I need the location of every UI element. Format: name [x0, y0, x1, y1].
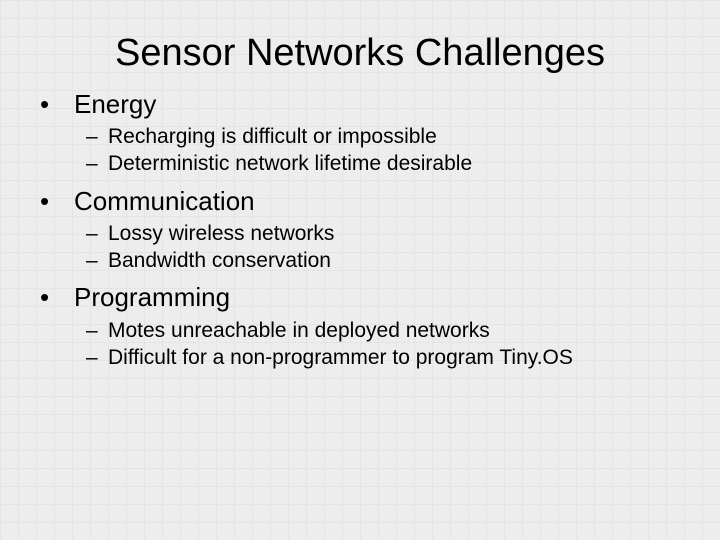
sub-item-label: Recharging is difficult or impossible — [108, 124, 437, 150]
dash-icon: – — [86, 221, 108, 247]
dash-icon: – — [86, 318, 108, 344]
top-item-label: Communication — [74, 186, 255, 217]
dash-icon: – — [86, 151, 108, 177]
sub-list-item: – Motes unreachable in deployed networks — [86, 318, 684, 344]
bullet-list: • Energy – Recharging is difficult or im… — [36, 89, 684, 371]
bullet-icon: • — [36, 188, 74, 214]
sub-list: – Motes unreachable in deployed networks… — [36, 318, 684, 372]
sub-list-item: – Recharging is difficult or impossible — [86, 124, 684, 150]
dash-icon: – — [86, 248, 108, 274]
sub-list-item: – Deterministic network lifetime desirab… — [86, 151, 684, 177]
list-item: • Energy – Recharging is difficult or im… — [36, 89, 684, 178]
top-row: • Energy — [36, 89, 684, 120]
bullet-icon: • — [36, 284, 74, 310]
sub-item-label: Motes unreachable in deployed networks — [108, 318, 490, 344]
top-row: • Communication — [36, 186, 684, 217]
sub-item-label: Bandwidth conservation — [108, 248, 331, 274]
list-item: • Programming – Motes unreachable in dep… — [36, 282, 684, 371]
dash-icon: – — [86, 345, 108, 371]
dash-icon: – — [86, 124, 108, 150]
sub-item-label: Difficult for a non-programmer to progra… — [108, 345, 573, 371]
top-row: • Programming — [36, 282, 684, 313]
sub-list: – Recharging is difficult or impossible … — [36, 124, 684, 178]
sub-list-item: – Lossy wireless networks — [86, 221, 684, 247]
list-item: • Communication – Lossy wireless network… — [36, 186, 684, 275]
slide-title: Sensor Networks Challenges — [36, 32, 684, 75]
sub-item-label: Lossy wireless networks — [108, 221, 334, 247]
top-item-label: Programming — [74, 282, 230, 313]
sub-item-label: Deterministic network lifetime desirable — [108, 151, 472, 177]
sub-list: – Lossy wireless networks – Bandwidth co… — [36, 221, 684, 275]
bullet-icon: • — [36, 91, 74, 117]
top-item-label: Energy — [74, 89, 156, 120]
sub-list-item: – Difficult for a non-programmer to prog… — [86, 345, 684, 371]
sub-list-item: – Bandwidth conservation — [86, 248, 684, 274]
